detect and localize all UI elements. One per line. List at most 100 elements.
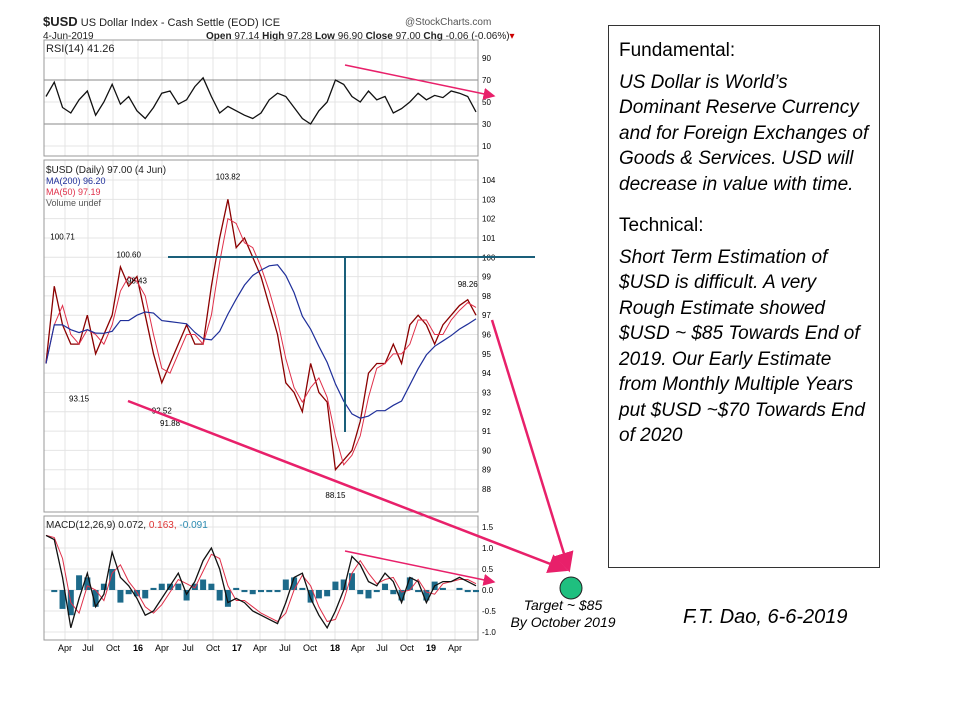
macd-histogram-bar xyxy=(464,590,471,593)
macd-histogram-bar xyxy=(390,590,397,595)
price-panel xyxy=(43,159,479,513)
macd-histogram-bar xyxy=(92,590,99,607)
macd-histogram-bar xyxy=(51,590,58,593)
macd-histogram-bar xyxy=(175,583,182,590)
y-tick-label: 102 xyxy=(482,215,496,224)
price-annotation: 91.88 xyxy=(160,419,181,428)
open-value: 97.14 xyxy=(234,31,260,42)
macd-histogram-bar xyxy=(332,581,339,590)
x-tick-label: Oct xyxy=(106,643,121,653)
x-tick-label: Oct xyxy=(400,643,415,653)
price-annotation: 88.15 xyxy=(325,491,346,500)
ma50-legend: MA(50) 97.19 xyxy=(46,187,101,197)
author-signature: F.T. Dao, 6-6-2019 xyxy=(683,606,848,628)
price-legend-text: $USD (Daily) 97.00 (4 Jun) xyxy=(46,165,167,176)
macd-histogram-bar xyxy=(439,587,446,590)
macd-histogram-bar xyxy=(382,583,389,590)
rsi-trend-arrow xyxy=(344,64,496,100)
macd-value: MACD(12,26,9) 0.072, xyxy=(46,520,147,531)
y-tick-label: 91 xyxy=(482,427,491,436)
macd-histogram-bar xyxy=(117,590,124,603)
technical-text: Short Term Estimation of $USD is difficu… xyxy=(619,246,865,447)
target-arrow xyxy=(490,319,574,573)
target-marker xyxy=(559,576,583,600)
macd-legend: MACD(12,26,9) 0.072, 0.163, -0.091 xyxy=(46,520,208,531)
y-tick-label: 70 xyxy=(482,76,491,85)
x-tick-label: Apr xyxy=(155,643,169,653)
macd-histogram-bar xyxy=(224,590,231,607)
macd-histogram-bar xyxy=(109,569,116,590)
macd-histogram-bar xyxy=(415,590,422,593)
y-tick-label: 95 xyxy=(482,350,491,359)
macd-histogram-bar xyxy=(340,579,347,590)
price-annotation: 103.82 xyxy=(216,172,241,181)
target-line2: By October 2019 xyxy=(510,614,616,630)
x-tick-label: Apr xyxy=(351,643,365,653)
macd-histogram-bar xyxy=(84,577,91,590)
fundamental-text: US Dollar is World’s Dominant Reserve Cu… xyxy=(619,71,869,195)
commentary-box: Fundamental: US Dollar is World’s Domina… xyxy=(608,25,880,568)
y-tick-label: 93 xyxy=(482,388,491,397)
index-name: US Dollar Index - Cash Settle (EOD) xyxy=(80,17,259,29)
x-tick-label: 19 xyxy=(426,643,436,653)
macd-hist: -0.091 xyxy=(176,520,208,531)
macd-histogram-bar xyxy=(324,590,331,597)
close-value: 97.00 xyxy=(395,31,421,42)
x-tick-label: 16 xyxy=(133,643,143,653)
high-label: High xyxy=(262,31,285,42)
price-legend: $USD (Daily) 97.00 (4 Jun) MA(200) 96.20… xyxy=(46,165,166,209)
y-tick-label: 1.5 xyxy=(482,523,494,532)
target-label: Target ~ $85 By October 2019 xyxy=(505,597,621,631)
y-tick-label: 0.0 xyxy=(482,586,494,595)
macd-histogram-bar xyxy=(133,590,140,597)
y-tick-label: 90 xyxy=(482,54,491,63)
y-tick-label: 1.0 xyxy=(482,544,494,553)
macd-histogram-bar xyxy=(76,575,83,590)
ma50-line xyxy=(45,217,477,466)
macd-histogram-bar xyxy=(59,590,66,609)
x-tick-label: Oct xyxy=(206,643,221,653)
macd-histogram-bar xyxy=(473,590,479,593)
x-tick-label: Apr xyxy=(448,643,462,653)
x-tick-label: 17 xyxy=(232,643,242,653)
y-tick-label: 89 xyxy=(482,466,491,475)
y-tick-label: 104 xyxy=(482,176,496,185)
ohlc: Open 97.14 High 97.28 Low 96.90 Close 97… xyxy=(206,31,515,42)
y-tick-label: 88 xyxy=(482,485,491,494)
y-tick-label: 92 xyxy=(482,408,491,417)
macd-histogram-bar xyxy=(307,590,314,603)
exchange: ICE xyxy=(261,17,281,29)
macd-histogram-bar xyxy=(299,587,306,590)
price-annotation: 92.52 xyxy=(152,407,173,416)
chart-date: 4-Jun-2019 xyxy=(43,31,94,42)
macd-histogram-bar xyxy=(125,590,132,595)
rsi-panel xyxy=(43,39,479,157)
macd-histogram-bar xyxy=(282,579,289,590)
y-tick-label: -1.0 xyxy=(482,628,496,637)
macd-histogram-bar xyxy=(208,583,215,590)
x-tick-label: 18 xyxy=(330,643,340,653)
rsi-line xyxy=(45,76,477,125)
macd-histogram-bar xyxy=(406,577,413,590)
y-tick-label: 103 xyxy=(482,195,496,204)
price-annotation: 93.15 xyxy=(69,395,90,404)
y-tick-label: 50 xyxy=(482,98,491,107)
macd-histogram-bar xyxy=(200,579,207,590)
macd-panel xyxy=(43,515,479,641)
y-tick-label: 0.5 xyxy=(482,565,494,574)
volume-legend: Volume undef xyxy=(46,198,102,208)
y-tick-label: 96 xyxy=(482,331,491,340)
macd-histogram-bar xyxy=(365,590,372,599)
target-line1: Target ~ $85 xyxy=(523,597,603,613)
symbol: $USD xyxy=(43,14,78,29)
macd-histogram-bar xyxy=(150,587,157,590)
y-tick-label: 99 xyxy=(482,273,491,282)
y-tick-label: -0.5 xyxy=(482,607,496,616)
low-label: Low xyxy=(314,31,335,42)
price-annotation: 100.60 xyxy=(116,251,141,260)
macd-histogram-bar xyxy=(274,590,281,593)
macd-histogram-bar xyxy=(266,590,273,593)
macd-signal: 0.163, xyxy=(146,520,177,531)
x-tick-label: Apr xyxy=(253,643,267,653)
